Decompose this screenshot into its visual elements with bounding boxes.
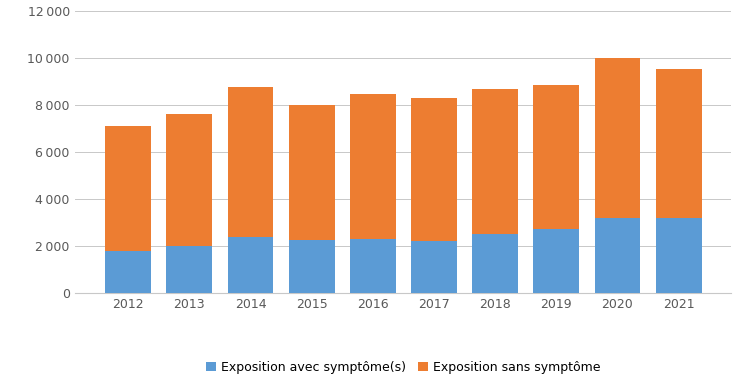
Bar: [656, 69, 701, 218]
Bar: [472, 234, 518, 292]
Bar: [106, 126, 151, 252]
Bar: [289, 105, 335, 240]
Bar: [594, 217, 640, 292]
Bar: [350, 94, 396, 238]
Bar: [228, 87, 274, 237]
Bar: [533, 85, 579, 229]
Bar: [594, 58, 640, 217]
Bar: [472, 88, 518, 234]
Bar: [289, 240, 335, 292]
Bar: [411, 241, 457, 292]
Bar: [533, 229, 579, 292]
Bar: [411, 98, 457, 241]
Bar: [656, 217, 701, 292]
Legend: Exposition avec symptôme(s), Exposition sans symptôme: Exposition avec symptôme(s), Exposition …: [206, 361, 601, 374]
Bar: [167, 246, 213, 292]
Bar: [106, 252, 151, 292]
Bar: [350, 238, 396, 292]
Bar: [167, 114, 213, 246]
Bar: [228, 237, 274, 292]
